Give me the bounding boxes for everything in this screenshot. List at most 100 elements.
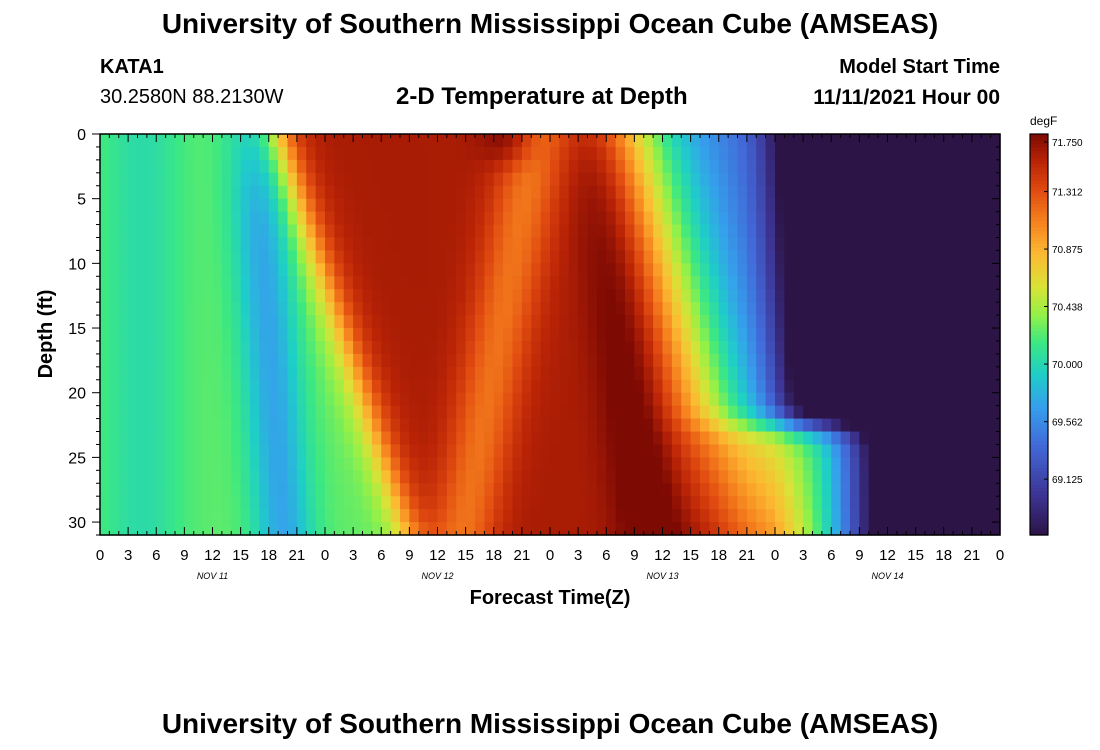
heatmap-cell	[962, 392, 973, 407]
heatmap-cell	[671, 353, 682, 368]
heatmap-cell	[175, 159, 185, 174]
heatmap-cell	[718, 315, 729, 329]
heatmap-cell	[596, 496, 607, 510]
heatmap-cell	[765, 392, 776, 407]
heatmap-cell	[737, 444, 748, 458]
heatmap-cell	[156, 276, 167, 290]
heatmap-cell	[259, 366, 270, 381]
heatmap-cell	[259, 444, 270, 458]
heatmap-cell	[428, 224, 439, 239]
heatmap-cell	[981, 379, 992, 394]
heatmap-cell	[878, 444, 889, 458]
heatmap-cell	[418, 302, 429, 316]
heatmap-cell	[784, 496, 795, 510]
heatmap-cell	[287, 159, 298, 174]
heatmap-cell	[221, 418, 232, 433]
heatmap-cell	[418, 457, 429, 471]
heatmap-cell	[381, 457, 392, 471]
heatmap-cell	[550, 159, 560, 174]
heatmap-cell	[700, 392, 710, 407]
heatmap-cell	[934, 392, 945, 407]
heatmap-cell	[390, 340, 401, 355]
x-tick-label: 3	[349, 547, 357, 564]
heatmap-cell	[212, 263, 223, 277]
heatmap-cell	[934, 496, 945, 510]
heatmap-cell	[625, 302, 635, 316]
heatmap-cell	[400, 289, 410, 303]
heatmap-cell	[100, 405, 110, 420]
heatmap-cell	[906, 289, 917, 303]
heatmap-cell	[325, 379, 335, 394]
heatmap-cell	[353, 496, 364, 510]
heatmap-cell	[240, 263, 251, 277]
heatmap-cell	[390, 211, 401, 226]
colorbar-segment	[1030, 357, 1048, 362]
heatmap-cell	[606, 418, 617, 433]
heatmap-cell	[418, 483, 429, 497]
heatmap-cell	[250, 211, 260, 226]
heatmap-cell	[306, 418, 317, 433]
heatmap-cell	[118, 366, 129, 381]
heatmap-cell	[981, 315, 992, 329]
colorbar-segment	[1030, 464, 1048, 469]
heatmap-cell	[925, 250, 935, 264]
heatmap-cell	[296, 509, 307, 523]
heatmap-cell	[559, 522, 570, 536]
heatmap-cell	[662, 522, 673, 536]
heatmap-cell	[971, 522, 982, 536]
heatmap-cell	[943, 198, 954, 213]
heatmap-cell	[446, 224, 457, 239]
heatmap-cell	[437, 457, 448, 471]
heatmap-cell	[671, 263, 682, 277]
heatmap-cell	[990, 134, 1001, 148]
heatmap-cell	[981, 444, 992, 458]
heatmap-cell	[728, 444, 739, 458]
heatmap-cell	[503, 237, 514, 252]
heatmap-cell	[343, 198, 354, 213]
heatmap-cell	[118, 134, 129, 148]
heatmap-cell	[718, 418, 729, 433]
heatmap-cell	[362, 431, 373, 446]
heatmap-cell	[906, 340, 917, 355]
heatmap-cell	[118, 250, 129, 264]
heatmap-cell	[296, 134, 307, 148]
heatmap-cell	[915, 146, 926, 161]
heatmap-cell	[137, 522, 148, 536]
heatmap-cell	[456, 340, 467, 355]
heatmap-cell	[287, 250, 298, 264]
heatmap-cell	[540, 366, 551, 381]
heatmap-cell	[296, 250, 307, 264]
heatmap-cell	[484, 457, 495, 471]
heatmap-cell	[118, 172, 129, 187]
heatmap-cell	[146, 392, 157, 407]
heatmap-cell	[953, 496, 964, 510]
heatmap-cell	[765, 224, 776, 239]
heatmap-cell	[334, 366, 345, 381]
heatmap-cell	[287, 172, 298, 187]
heatmap-cell	[146, 134, 157, 148]
heatmap-cell	[728, 366, 739, 381]
heatmap-cell	[250, 237, 260, 252]
heatmap-cell	[193, 224, 204, 239]
heatmap-cell	[878, 276, 889, 290]
heatmap-cell	[990, 146, 1001, 161]
heatmap-cell	[953, 289, 964, 303]
heatmap-cell	[831, 198, 842, 213]
heatmap-cell	[240, 470, 251, 484]
heatmap-cell	[831, 302, 842, 316]
heatmap-cell	[643, 302, 654, 316]
heatmap-cell	[278, 159, 289, 174]
heatmap-cell	[681, 159, 692, 174]
heatmap-cell	[184, 134, 195, 148]
heatmap-cell	[596, 470, 607, 484]
heatmap-cell	[831, 496, 842, 510]
heatmap-cell	[812, 379, 823, 394]
heatmap-cell	[221, 172, 232, 187]
heatmap-cell	[231, 405, 242, 420]
heatmap-cell	[887, 392, 898, 407]
heatmap-cell	[212, 496, 223, 510]
heatmap-cell	[240, 172, 251, 187]
heatmap-cell	[193, 315, 204, 329]
heatmap-cell	[925, 522, 935, 536]
heatmap-cell	[203, 418, 214, 433]
